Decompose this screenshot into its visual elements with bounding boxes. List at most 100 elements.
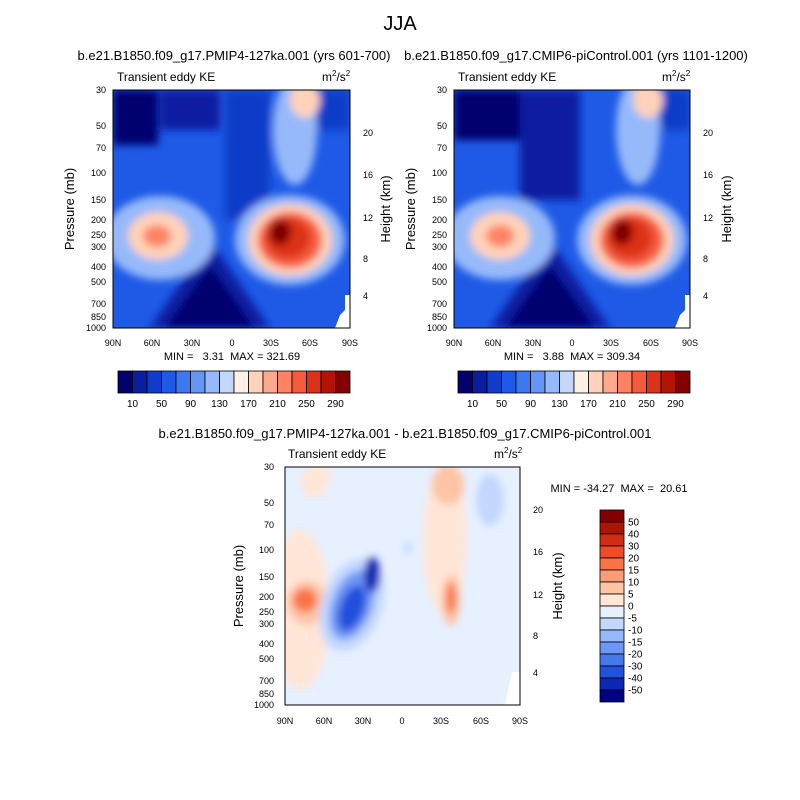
svg-text:850: 850	[91, 312, 106, 322]
svg-text:60S: 60S	[473, 716, 489, 726]
panel-3-colorbar-swatch	[599, 605, 625, 619]
svg-text:90S: 90S	[512, 716, 528, 726]
svg-text:30: 30	[96, 85, 106, 95]
svg-text:250: 250	[259, 607, 274, 617]
panel-1-colorbar-label: 130	[211, 399, 228, 410]
svg-text:90S: 90S	[342, 338, 358, 348]
svg-text:100: 100	[91, 168, 106, 178]
panel-1-colorbar-swatch	[117, 370, 133, 394]
panel-2-colorbar-swatch	[530, 370, 546, 394]
panel-3-colorbar-label: -50	[628, 686, 643, 697]
panel-1-stats: MIN = 3.31 MAX = 321.69	[164, 351, 300, 363]
panel-2-ylabel: Pressure (mb)	[403, 168, 418, 250]
svg-text:100: 100	[432, 168, 447, 178]
svg-text:850: 850	[259, 689, 274, 699]
panel-1-colorbar-label: 250	[298, 399, 315, 410]
panel-3-colorbar-label: -40	[628, 674, 643, 685]
svg-text:20: 20	[533, 505, 543, 515]
svg-text:16: 16	[533, 547, 543, 557]
svg-text:500: 500	[432, 277, 447, 287]
panel-2-left-label: Transient eddy KE	[458, 70, 556, 84]
panel-2-case-title: b.e21.B1850.f09_g17.CMIP6-piControl.001 …	[404, 48, 748, 63]
svg-text:300: 300	[259, 619, 274, 629]
panel-3-colorbar-swatch	[599, 665, 625, 679]
panel-3-left-label: Transient eddy KE	[288, 447, 386, 461]
svg-text:1000: 1000	[427, 323, 447, 333]
svg-text:500: 500	[259, 654, 274, 664]
panel-3-case-title: b.e21.B1850.f09_g17.PMIP4-127ka.001 - b.…	[159, 426, 652, 441]
panel-2-colorbar-swatch	[573, 370, 589, 394]
svg-text:8: 8	[533, 631, 538, 641]
panel-3: b.e21.B1850.f09_g17.PMIP4-127ka.001 - b.…	[159, 426, 688, 726]
svg-text:150: 150	[259, 572, 274, 582]
panel-2-colorbar-swatch	[646, 370, 662, 394]
svg-text:500: 500	[91, 277, 106, 287]
panel-3-colorbar-swatch	[599, 617, 625, 631]
panel-2-colorbar-label: 210	[609, 399, 626, 410]
panel-3-colorbar-label: 30	[628, 542, 640, 553]
panel-2-height-ticks: 4 8 12 16 20	[703, 128, 713, 301]
svg-text:70: 70	[96, 143, 106, 153]
svg-text:850: 850	[432, 312, 447, 322]
panel-3-colorbar-swatch	[599, 509, 625, 523]
panel-2-colorbar-swatch	[457, 370, 473, 394]
panel-1-colorbar-swatch	[291, 370, 307, 394]
svg-text:60N: 60N	[316, 716, 333, 726]
svg-text:8: 8	[703, 254, 708, 264]
panel-3-colorbar-swatch	[599, 677, 625, 691]
svg-text:30N: 30N	[184, 338, 201, 348]
panel-2-colorbar-swatch	[675, 370, 691, 394]
panel-1-left-label: Transient eddy KE	[117, 70, 215, 84]
svg-text:250: 250	[432, 230, 447, 240]
panel-3-colorbar-label: -30	[628, 662, 643, 673]
svg-text:150: 150	[91, 195, 106, 205]
panel-1-units-label: m2/s2	[322, 69, 351, 84]
svg-text:0: 0	[569, 338, 574, 348]
panel-3-colorbar-swatch	[599, 521, 625, 535]
svg-text:50: 50	[96, 121, 106, 131]
panel-1-y2label: Height (km)	[378, 175, 393, 242]
panel-2-colorbar-label: 170	[580, 399, 597, 410]
panel-3-colorbar-label: 15	[628, 566, 640, 577]
svg-text:400: 400	[259, 639, 274, 649]
panel-2-colorbar-swatch	[515, 370, 531, 394]
panel-1-ylabel: Pressure (mb)	[62, 168, 77, 250]
svg-text:400: 400	[91, 262, 106, 272]
panel-3-field	[285, 467, 520, 705]
panel-3-colorbar-swatch	[599, 581, 625, 595]
panel-1-field	[113, 90, 350, 328]
svg-text:700: 700	[259, 676, 274, 686]
svg-text:50: 50	[264, 498, 274, 508]
panel-1-colorbar-label: 50	[156, 399, 168, 410]
svg-text:90N: 90N	[277, 716, 294, 726]
svg-text:4: 4	[703, 291, 708, 301]
svg-text:12: 12	[533, 590, 543, 600]
panel-1-case-title: b.e21.B1850.f09_g17.PMIP4-127ka.001 (yrs…	[78, 48, 391, 63]
season-title: JJA	[383, 13, 417, 35]
svg-text:90N: 90N	[446, 338, 463, 348]
panel-3-y2label: Height (km)	[550, 552, 565, 619]
svg-text:12: 12	[363, 213, 373, 223]
svg-text:0: 0	[399, 716, 404, 726]
svg-text:90N: 90N	[105, 338, 122, 348]
panel-1-colorbar-swatch	[204, 370, 220, 394]
panel-2-colorbar-label: 290	[667, 399, 684, 410]
panel-2-colorbar-label: 90	[525, 399, 537, 410]
panel-3-colorbar-label: 50	[628, 518, 640, 529]
svg-text:30N: 30N	[355, 716, 372, 726]
svg-text:300: 300	[432, 242, 447, 252]
svg-text:60S: 60S	[643, 338, 659, 348]
svg-text:30: 30	[264, 462, 274, 472]
panel-2-lat-ticks: 90N 60N 30N 0 30S 60S 90S	[446, 338, 698, 348]
panel-1-colorbar-swatch	[233, 370, 249, 394]
panel-1-colorbar-swatch	[175, 370, 191, 394]
panel-2-colorbar: 10 50 90 130 170 210 250 290	[457, 370, 691, 410]
svg-text:60N: 60N	[485, 338, 502, 348]
panel-2-colorbar-label: 10	[467, 399, 479, 410]
panel-3-colorbar-swatch	[599, 653, 625, 667]
svg-text:30S: 30S	[603, 338, 619, 348]
